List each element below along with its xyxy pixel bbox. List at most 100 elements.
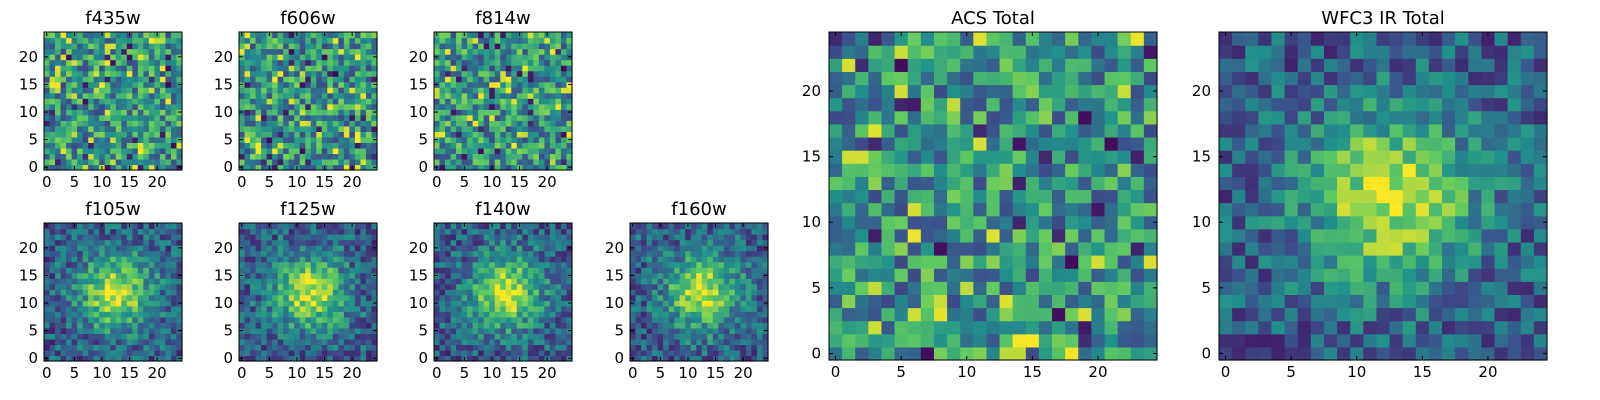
heatmap-cell bbox=[250, 37, 257, 44]
heatmap-cell bbox=[360, 283, 367, 290]
heatmap-cell bbox=[505, 37, 512, 44]
heatmap-cell bbox=[740, 256, 747, 263]
heatmap-cell bbox=[277, 147, 284, 155]
heatmap-cell bbox=[445, 283, 452, 290]
heatmap-cell bbox=[663, 272, 670, 279]
heatmap-cell bbox=[511, 114, 518, 121]
heatmap-cell bbox=[115, 70, 122, 77]
heatmap-cell bbox=[679, 305, 686, 312]
heatmap-cell bbox=[1078, 228, 1092, 243]
heatmap-cell bbox=[663, 311, 670, 318]
heatmap-cell bbox=[652, 228, 659, 235]
heatmap-cell bbox=[165, 223, 172, 230]
heatmap-cell bbox=[99, 131, 106, 138]
heatmap-cell bbox=[310, 65, 317, 72]
heatmap-cell bbox=[483, 349, 490, 357]
heatmap-cell bbox=[110, 228, 117, 235]
heatmap-cell bbox=[349, 54, 356, 61]
heatmap-cell bbox=[77, 289, 84, 296]
heatmap-cell bbox=[566, 256, 573, 263]
heatmap-cell bbox=[170, 92, 178, 99]
heatmap-cell bbox=[489, 59, 496, 66]
heatmap-cell bbox=[99, 87, 106, 94]
heatmap-cell bbox=[132, 267, 139, 274]
heatmap-cell bbox=[99, 98, 106, 105]
heatmap-cell bbox=[321, 311, 328, 318]
heatmap-cell bbox=[343, 305, 350, 312]
heatmap-cell bbox=[456, 54, 463, 61]
heatmap-cell bbox=[49, 245, 56, 252]
heatmap-cell bbox=[60, 59, 67, 66]
heatmap-cell bbox=[115, 65, 122, 72]
heatmap-cell bbox=[973, 163, 988, 177]
heatmap-cell bbox=[115, 114, 122, 121]
heatmap-cell bbox=[516, 70, 523, 77]
heatmap-cell bbox=[266, 333, 273, 340]
heatmap-cell bbox=[472, 103, 479, 110]
heatmap-cell bbox=[250, 131, 257, 138]
heatmap-cell bbox=[99, 239, 106, 246]
heatmap-cell bbox=[250, 322, 257, 329]
heatmap-cell bbox=[121, 250, 128, 257]
heatmap-cell bbox=[467, 37, 474, 44]
heatmap-cell bbox=[126, 81, 133, 88]
heatmap-cell bbox=[170, 223, 178, 230]
heatmap-cell bbox=[855, 320, 869, 335]
heatmap-cell bbox=[283, 322, 290, 329]
heatmap-cell bbox=[176, 305, 183, 312]
heatmap-cell bbox=[461, 59, 468, 66]
heatmap-cell bbox=[332, 256, 339, 263]
heatmap-cell bbox=[44, 158, 51, 166]
heatmap-cell bbox=[652, 223, 659, 230]
heatmap-cell bbox=[143, 92, 150, 99]
heatmap-cell bbox=[868, 150, 883, 164]
heatmap-cell bbox=[104, 131, 111, 138]
heatmap-cell bbox=[483, 300, 490, 307]
heatmap-cell bbox=[1078, 176, 1092, 191]
heatmap-cell bbox=[310, 223, 317, 230]
heatmap-cell bbox=[894, 320, 909, 335]
heatmap-cell bbox=[461, 103, 468, 110]
heatmap-cell bbox=[434, 65, 441, 72]
heatmap-cell bbox=[272, 120, 279, 127]
heatmap-cell bbox=[332, 338, 339, 346]
heatmap-cell bbox=[55, 109, 62, 116]
heatmap-cell bbox=[310, 59, 317, 66]
heatmap-cell bbox=[349, 120, 356, 127]
y-tick-label: 10 bbox=[19, 294, 38, 312]
heatmap-cell bbox=[343, 256, 350, 263]
axes-frame bbox=[629, 222, 769, 362]
heatmap-cell bbox=[881, 346, 896, 361]
axes-frame bbox=[433, 222, 573, 362]
heatmap-cell bbox=[121, 147, 128, 155]
heatmap-cell bbox=[360, 164, 367, 171]
heatmap-cell bbox=[999, 163, 1014, 177]
heatmap-cell bbox=[239, 294, 246, 301]
heatmap-cell bbox=[115, 349, 122, 357]
heatmap-cell bbox=[294, 153, 301, 160]
heatmap-cell bbox=[566, 283, 573, 290]
heatmap-cell bbox=[82, 245, 89, 252]
heatmap-cell bbox=[239, 283, 246, 290]
heatmap-cell bbox=[121, 355, 128, 362]
heatmap-cell bbox=[668, 333, 675, 340]
heatmap-cell bbox=[555, 327, 562, 334]
heatmap-cell bbox=[250, 327, 257, 334]
heatmap-cell bbox=[734, 228, 741, 235]
heatmap-cell bbox=[538, 327, 545, 334]
heatmap-cell bbox=[170, 349, 178, 357]
heatmap-cell bbox=[663, 322, 670, 329]
heatmap-cell bbox=[538, 272, 545, 279]
heatmap-cell bbox=[527, 234, 534, 241]
heatmap-cell bbox=[360, 136, 367, 143]
heatmap-cell bbox=[159, 283, 167, 290]
heatmap-cell bbox=[723, 311, 730, 318]
heatmap-cell bbox=[82, 92, 89, 99]
heatmap-cell bbox=[354, 43, 362, 50]
heatmap-cell bbox=[1130, 228, 1145, 243]
heatmap-cell bbox=[505, 316, 512, 323]
heatmap-cell bbox=[505, 65, 512, 72]
heatmap-cell bbox=[154, 305, 161, 312]
heatmap-cell bbox=[701, 278, 708, 285]
heatmap-cell bbox=[60, 153, 67, 160]
